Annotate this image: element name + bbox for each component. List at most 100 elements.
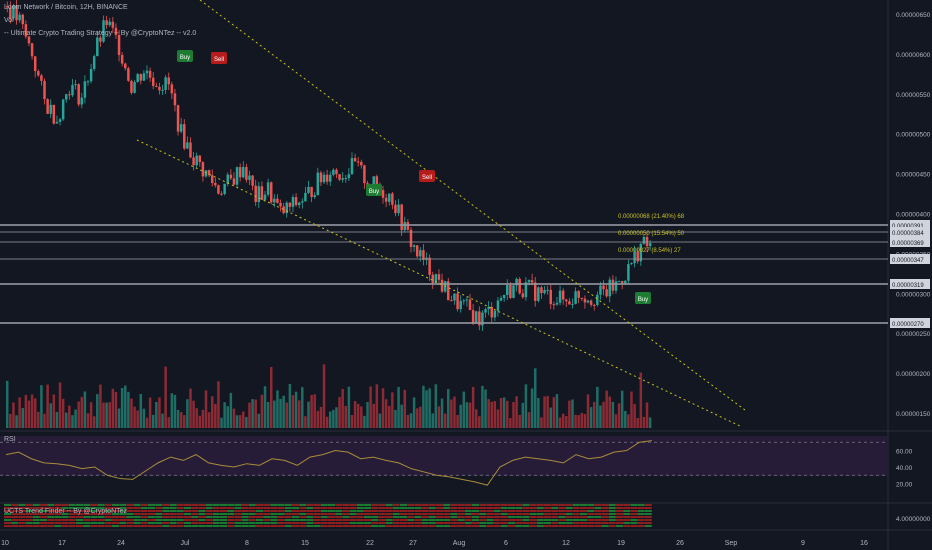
trend-cell: [328, 504, 335, 506]
trend-cell: [4, 516, 11, 518]
volume-bar: [530, 388, 534, 428]
candle-body: [335, 169, 338, 175]
trend-cell: [40, 522, 47, 524]
trend-cell: [580, 522, 587, 524]
trend-cell: [479, 507, 487, 509]
candle-body: [347, 174, 351, 179]
time-tick-label: Jul: [181, 540, 190, 547]
time-tick-label: Aug: [453, 540, 466, 547]
trend-cell: [234, 513, 242, 515]
trend-cell: [392, 507, 400, 509]
trend-cell: [378, 507, 386, 509]
volume-bar: [388, 405, 391, 428]
volume-bar: [443, 413, 447, 428]
trend-cell: [644, 510, 652, 512]
buy-signal-label: Buy: [369, 189, 379, 195]
volume-bar: [329, 411, 332, 428]
trend-cell: [90, 510, 98, 512]
trend-cell: [112, 504, 119, 506]
trend-cell: [68, 519, 76, 521]
volume-bar: [291, 395, 295, 428]
trend-cell: [299, 516, 307, 518]
trend-cell: [126, 510, 134, 512]
trend-cell: [306, 519, 314, 521]
candle-body: [456, 293, 459, 310]
trend-cell: [277, 504, 285, 506]
volume-bar: [378, 413, 382, 428]
volume-bar: [447, 389, 450, 428]
trend-cell: [385, 513, 393, 515]
trend-cell: [256, 504, 263, 506]
trend-cell: [40, 513, 47, 515]
trend-cell: [176, 507, 184, 509]
trend-cell: [169, 513, 177, 515]
trend-cell: [500, 510, 508, 512]
volume-bar: [83, 391, 87, 428]
trend-cell: [500, 525, 508, 527]
trend-cell: [54, 513, 62, 515]
trend-cell: [392, 522, 400, 524]
candle-body: [148, 70, 152, 78]
candle-body: [223, 183, 226, 194]
trend-cell: [263, 519, 271, 521]
candle-body: [142, 73, 146, 81]
candle-body: [568, 301, 571, 305]
trend-cell: [457, 504, 465, 506]
trend-cell: [400, 507, 407, 509]
trend-cell: [11, 522, 19, 524]
trend-cell: [428, 519, 436, 521]
volume-bar: [558, 417, 562, 428]
trend-cell: [162, 519, 170, 521]
candle-body: [397, 204, 400, 214]
trend-cell: [342, 504, 350, 506]
trend-cell: [320, 519, 328, 521]
trend-cell: [616, 525, 623, 527]
trend-cell: [349, 525, 357, 527]
rsi-tick-label: 20.00: [896, 482, 913, 489]
trend-cell: [551, 513, 559, 515]
trend-cell: [148, 519, 155, 521]
trend-cell: [572, 513, 580, 515]
volume-bar: [6, 380, 9, 428]
trend-cell: [443, 525, 451, 527]
trend-cell: [54, 504, 62, 506]
level-tag: [890, 220, 930, 230]
trend-cell: [450, 525, 458, 527]
price-tick-label: 0.00000550: [896, 92, 931, 99]
volume-bar: [335, 407, 338, 428]
candle-body: [167, 77, 170, 85]
trend-cell: [328, 522, 335, 524]
trend-cell: [220, 504, 227, 506]
trend-cell: [464, 507, 472, 509]
volume-bar: [242, 411, 245, 428]
trend-cell: [198, 513, 206, 515]
trend-cell: [191, 507, 199, 509]
price-tick-label: 0.00000250: [896, 331, 931, 338]
volume-bar: [596, 386, 599, 428]
level-tag-label: 0.00000384: [892, 231, 924, 237]
volume-bar: [192, 400, 195, 428]
level-tag: [890, 318, 930, 328]
volume-bar: [229, 392, 233, 428]
trend-cell: [148, 510, 155, 512]
candle-body: [77, 84, 80, 105]
trend-cell: [4, 504, 11, 506]
trend-cell: [119, 522, 127, 524]
trend-cell: [61, 513, 69, 515]
trend-cell: [176, 516, 184, 518]
rsi-tick-label: 60.00: [896, 449, 913, 456]
trend-cell: [623, 504, 631, 506]
volume-bar: [360, 406, 363, 428]
trend-cell: [572, 522, 580, 524]
volume-bar: [540, 417, 543, 428]
volume-bar: [15, 415, 18, 428]
trend-cell: [306, 507, 314, 509]
trend-cell: [4, 519, 11, 521]
trend-cell: [220, 519, 227, 521]
volume-bar: [375, 384, 379, 428]
trend-cell: [155, 510, 163, 512]
trend-cell: [176, 504, 184, 506]
volume-bar: [518, 414, 521, 428]
trend-cell: [104, 510, 112, 512]
